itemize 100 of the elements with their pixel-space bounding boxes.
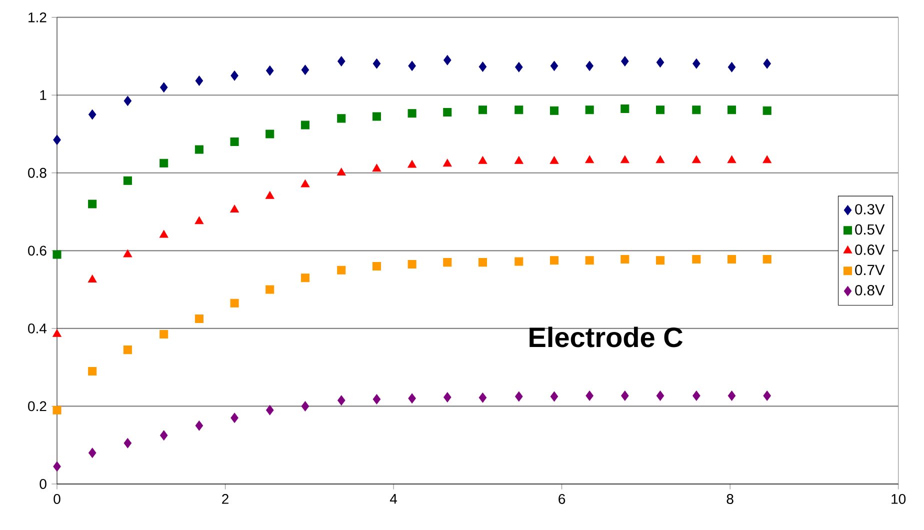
point <box>88 109 96 120</box>
point <box>300 179 310 188</box>
point <box>692 106 701 114</box>
point <box>514 106 524 114</box>
point <box>585 106 594 114</box>
point <box>515 391 523 402</box>
point <box>478 258 487 267</box>
point <box>301 401 310 412</box>
point <box>443 108 452 116</box>
point <box>692 58 700 69</box>
x-tick-label: 10 <box>892 494 906 504</box>
point <box>160 330 168 339</box>
point <box>621 56 629 66</box>
point <box>160 430 168 440</box>
point <box>123 176 132 185</box>
x-tick-label: 4 <box>390 494 398 504</box>
point <box>621 390 629 401</box>
point <box>763 58 771 69</box>
point <box>230 412 238 423</box>
point <box>372 112 381 121</box>
y-tick-label: 0.2 <box>28 401 46 412</box>
point <box>301 64 310 75</box>
point <box>338 56 346 66</box>
legend-label: 0.6V <box>855 244 885 255</box>
point <box>442 158 452 167</box>
point <box>762 254 772 264</box>
point <box>266 130 274 138</box>
point <box>478 62 487 72</box>
x-tick-label: 8 <box>726 494 734 504</box>
point <box>408 160 416 168</box>
legend-label: 0.5V <box>855 224 885 235</box>
point <box>124 438 132 448</box>
point <box>692 390 700 401</box>
point <box>230 138 239 146</box>
point <box>656 390 664 401</box>
point <box>728 62 736 72</box>
y-tick-label: 1.2 <box>28 12 46 22</box>
point <box>408 260 416 269</box>
point <box>550 256 558 265</box>
point <box>52 406 62 414</box>
point <box>585 256 594 265</box>
point <box>550 156 559 164</box>
point <box>762 106 772 115</box>
point <box>266 285 274 294</box>
point <box>692 155 701 164</box>
point <box>266 66 274 76</box>
point <box>478 392 487 403</box>
point <box>727 106 736 114</box>
point <box>230 70 238 81</box>
point <box>194 216 204 224</box>
point <box>124 96 132 106</box>
point <box>338 395 346 406</box>
point <box>443 258 452 267</box>
point <box>52 329 62 337</box>
point <box>762 155 772 164</box>
point <box>372 262 381 270</box>
point <box>265 191 274 199</box>
point <box>444 392 452 402</box>
point <box>586 390 594 401</box>
point <box>444 55 452 66</box>
point <box>586 60 594 71</box>
legend-label: 0.3V <box>855 204 885 214</box>
point <box>372 394 381 404</box>
point <box>408 60 416 71</box>
point <box>266 405 274 416</box>
point <box>230 298 239 308</box>
point <box>550 60 558 71</box>
point <box>195 420 204 431</box>
point <box>656 256 665 265</box>
point <box>550 391 558 402</box>
legend-label: 0.7V <box>855 264 885 276</box>
point <box>160 158 168 168</box>
point <box>159 230 168 238</box>
point <box>514 156 524 164</box>
point <box>656 57 664 68</box>
point <box>514 257 524 266</box>
y-tick-label: 0.4 <box>28 323 47 334</box>
point <box>728 390 736 401</box>
y-tick-label: 0.6 <box>28 246 46 256</box>
point <box>372 164 382 172</box>
point <box>372 58 381 69</box>
point <box>692 254 701 264</box>
point <box>123 346 132 354</box>
point <box>88 274 97 282</box>
x-tick-label: 6 <box>558 494 566 504</box>
point <box>478 156 488 164</box>
point <box>123 249 132 258</box>
legend-label: 0.8V <box>855 285 885 296</box>
point <box>53 461 61 472</box>
point <box>515 62 523 72</box>
y-tick-label: 0.8 <box>28 168 46 178</box>
point <box>550 106 558 115</box>
point <box>620 254 630 264</box>
point <box>300 274 310 282</box>
point <box>337 114 346 123</box>
point <box>656 155 665 164</box>
point <box>88 448 96 458</box>
point <box>408 109 416 118</box>
y-tick-label: 0 <box>40 479 46 489</box>
point <box>585 155 594 164</box>
